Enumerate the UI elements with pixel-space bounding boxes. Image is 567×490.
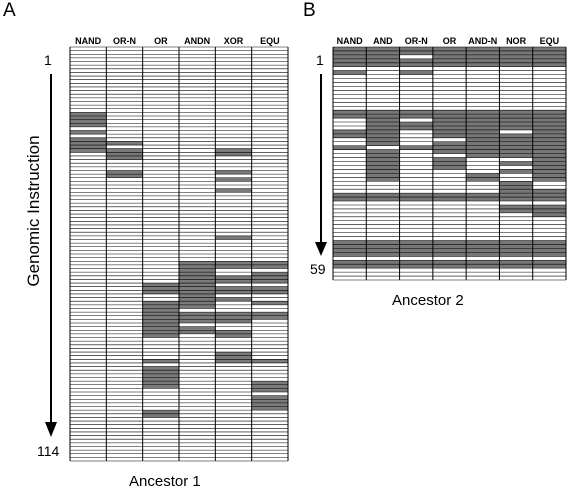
heatmap-cell-gray [215,312,252,323]
column-header: NAND [75,36,102,46]
panel-a-caption: Ancestor 1 [129,473,201,490]
heatmap-cell-gray [251,359,288,363]
column-header: ANDN [184,36,211,46]
column-header: XOR [223,36,244,46]
column-header: NAND [336,36,363,46]
panel-b-start-row-label: 1 [316,52,324,68]
column-header: OR [154,36,168,46]
heatmap-cell-gray [70,130,107,135]
panel-a-end-row-label: 114 [37,443,60,459]
heatmap-cell-gray [333,145,367,150]
heatmap-cell-gray [432,47,467,67]
column-header: AND [373,36,393,46]
column-header: EQU [260,36,280,46]
heatmap-cell-gray [499,181,533,202]
heatmap-cell-gray [251,301,288,305]
column-header: OR-N [404,36,428,46]
heatmap-cell-gray [142,359,179,363]
heatmap-cell-gray [215,352,252,363]
column-header: OR [442,36,457,46]
heatmap-cell-gray [215,235,252,240]
column-header: NOR [506,36,527,46]
heatmap-cell-gray [179,261,216,309]
heatmap-cell-gray [366,47,400,67]
panel-a-start-row-label: 1 [44,52,52,68]
heatmap-cell-gray [142,283,179,294]
heatmap-cell-gray [333,70,367,75]
panel-a-heatmap [69,46,289,462]
column-header: EQU [539,36,560,46]
heatmap-cell-gray [432,110,467,138]
heatmap-cell-gray [499,47,533,67]
heatmap-cell-gray [399,70,433,75]
heatmap-cell-gray [432,141,467,154]
heatmap-cell-gray [499,161,533,166]
heatmap-cell-gray [333,47,367,67]
panel-b-heatmap [332,46,567,281]
heatmap-cell-gray [215,188,252,193]
heatmap-cell-gray [466,47,500,67]
heatmap-cell-gray [251,381,288,392]
heatmap-cell-gray [215,170,252,175]
heatmap-cell-gray [106,148,143,160]
heatmap-cell-gray [251,272,288,284]
panel-b-caption: Ancestor 2 [392,292,464,309]
heatmap-cell-gray [532,47,566,67]
column-header: OR-N [112,36,136,46]
heatmap-cell-gray [432,157,467,170]
column-header: AND-N [468,36,498,46]
heatmap-cell-gray [499,169,533,174]
heatmap-cell-gray [532,189,566,202]
heatmap-cell-gray [106,141,143,146]
heatmap-cell-gray [532,204,566,217]
panel-b-end-row-label: 59 [310,261,326,277]
panel-a-letter: A [3,0,16,21]
heatmap-cell-gray [215,177,252,182]
heatmap-cell-gray [366,110,400,146]
heatmap-cell-gray [215,297,252,302]
heatmap-cell-gray [499,110,533,130]
heatmap-cell-gray [399,145,433,150]
panel-b-letter: B [303,0,316,21]
heatmap-cell-gray [179,312,216,323]
